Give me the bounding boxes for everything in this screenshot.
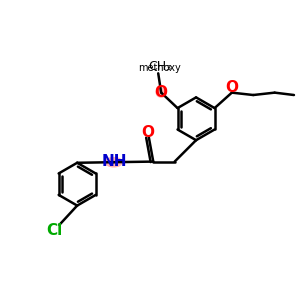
- Text: Cl: Cl: [46, 223, 62, 238]
- Ellipse shape: [104, 157, 123, 167]
- Text: O: O: [141, 125, 154, 140]
- Text: CH₃: CH₃: [148, 60, 171, 73]
- Text: methoxy: methoxy: [138, 63, 181, 73]
- Text: O: O: [154, 85, 167, 100]
- Text: O: O: [226, 80, 238, 95]
- Ellipse shape: [155, 87, 167, 98]
- Text: NH: NH: [102, 154, 127, 169]
